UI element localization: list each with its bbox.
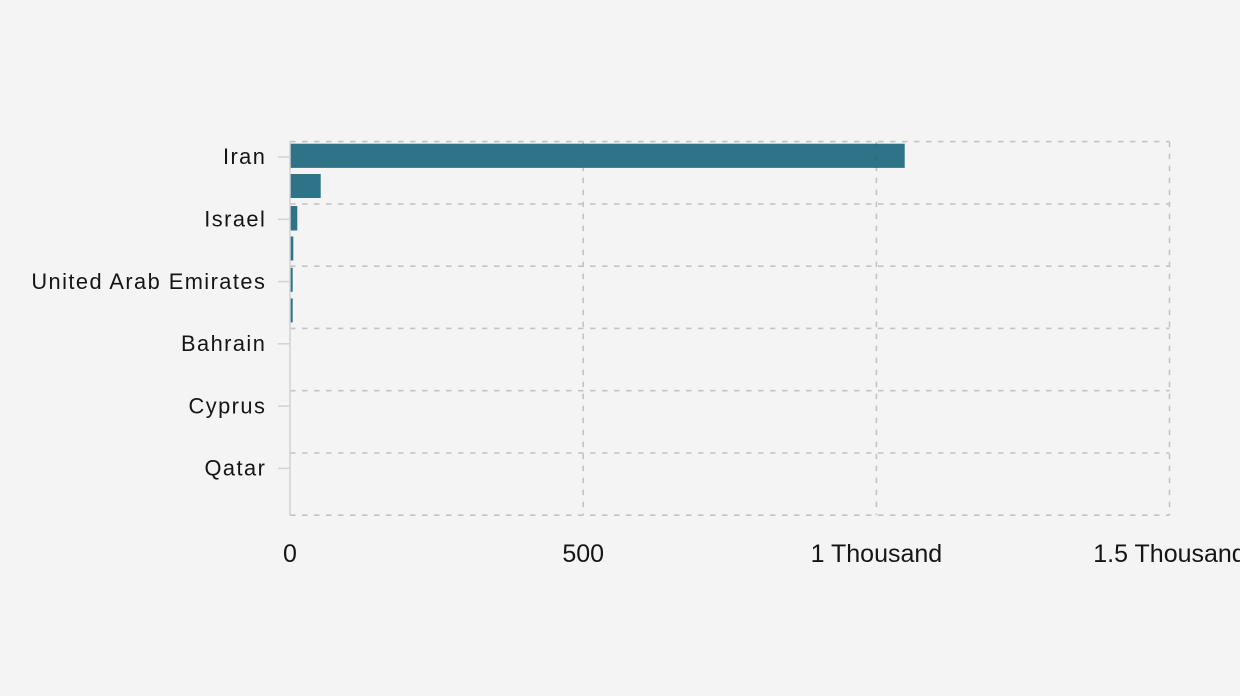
svg-text:0: 0 bbox=[283, 540, 297, 568]
svg-text:Cyprus: Cyprus bbox=[189, 393, 267, 418]
svg-text:1 Thousand: 1 Thousand bbox=[811, 540, 943, 568]
svg-text:500: 500 bbox=[562, 540, 604, 568]
svg-text:1.5 Thousand: 1.5 Thousand bbox=[1093, 540, 1240, 568]
svg-text:United Arab Emirates: United Arab Emirates bbox=[31, 269, 266, 294]
svg-text:Bahrain: Bahrain bbox=[181, 331, 266, 356]
svg-text:Israel: Israel bbox=[204, 207, 266, 232]
svg-text:Iran: Iran bbox=[223, 144, 266, 169]
svg-text:Qatar: Qatar bbox=[205, 456, 267, 481]
